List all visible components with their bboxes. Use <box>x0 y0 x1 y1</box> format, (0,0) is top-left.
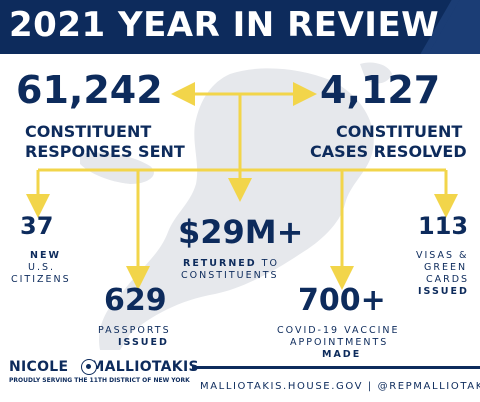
responses-label-line2: RESPONSES SENT <box>25 142 185 161</box>
vaccine-label-line3: MADE <box>322 349 362 360</box>
citizens-label-line2: U.S. <box>28 262 56 273</box>
citizens-label-line1: NEW <box>30 250 61 261</box>
visas-label-line2: GREEN <box>424 262 468 273</box>
responses-value: 61,242 <box>16 68 163 112</box>
header-banner: 2021 YEAR IN REVIEW <box>0 0 480 54</box>
footer-rule <box>0 366 480 369</box>
footer-brand-box <box>0 354 192 402</box>
returned-label-line2: CONSTITUENTS <box>181 270 279 281</box>
citizens-value: 37 <box>20 212 54 240</box>
brand-name: NICOLE MALLIOTAKIS <box>9 359 199 375</box>
passports-value: 629 <box>104 283 167 318</box>
vaccine-label-line1: COVID-19 VACCINE <box>277 325 400 336</box>
visas-label-line3: CARDS <box>426 274 470 285</box>
passports-label-line1: PASSPORTS <box>98 325 171 336</box>
congressional-seal-icon <box>81 359 97 375</box>
responses-label-line1: CONSTITUENT <box>25 122 152 141</box>
footer-links[interactable]: MALLIOTAKIS.HOUSE.GOV | @REPMALLIOTAKIS <box>200 381 480 392</box>
passports-label-line2: ISSUED <box>118 337 169 348</box>
returned-label-line1: RETURNED TO <box>183 258 279 269</box>
district-map-silhouette <box>80 62 392 351</box>
vaccine-label-line2: APPOINTMENTS <box>290 337 389 348</box>
visas-label-line1: VISAS & <box>416 250 469 261</box>
cases-value: 4,127 <box>320 68 441 112</box>
cases-label-line2: CASES RESOLVED <box>310 142 467 161</box>
page-title: 2021 YEAR IN REVIEW <box>9 5 440 45</box>
cases-label-line1: CONSTITUENT <box>336 122 463 141</box>
visas-value: 113 <box>418 212 469 240</box>
vaccine-value: 700+ <box>298 283 386 318</box>
brand-tagline: PROUDLY SERVING THE 11TH DISTRICT OF NEW… <box>9 377 190 384</box>
citizens-label-line3: CITIZENS <box>11 274 71 285</box>
returned-value: $29M+ <box>178 213 304 251</box>
visas-label-line4: ISSUED <box>418 286 469 297</box>
